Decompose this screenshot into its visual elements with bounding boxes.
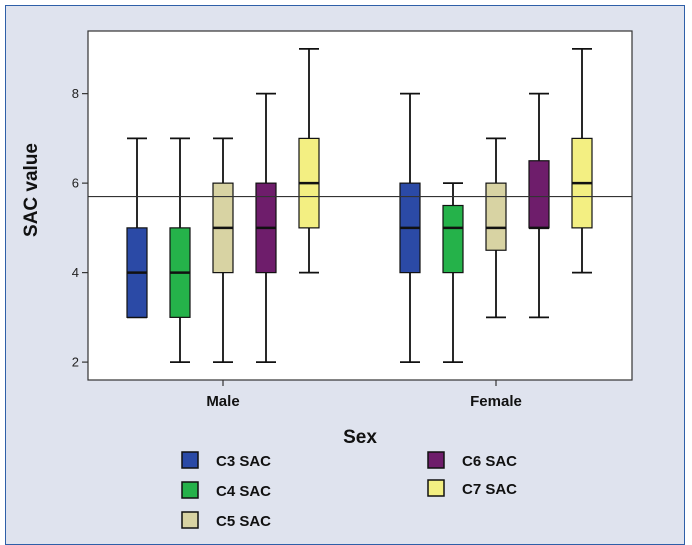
plot-area — [87, 30, 633, 381]
legend-label: C6 SAC — [462, 453, 517, 470]
legend-swatch — [181, 511, 199, 529]
box-iqr — [485, 182, 507, 251]
y-tick-label: 6 — [72, 176, 79, 191]
box-plot-chart: 2 4 6 8 Male Female SAC value Sex C3 SAC C4 S… — [21, 30, 633, 530]
box-iqr — [442, 204, 464, 274]
legend-swatch — [427, 451, 445, 469]
legend-label: C5 SAC — [216, 513, 271, 530]
y-axis: 2 4 6 8 — [72, 86, 88, 370]
y-tick-label: 4 — [72, 265, 79, 280]
legend-swatch — [181, 481, 199, 499]
legend-swatch — [181, 451, 199, 469]
y-tick-label: 2 — [72, 355, 79, 370]
x-category-label: Female — [470, 393, 522, 410]
x-category-label: Male — [206, 393, 239, 410]
box-iqr — [528, 160, 550, 229]
legend-label: C7 SAC — [462, 481, 517, 498]
box-group — [126, 47, 593, 364]
x-axis-title: Sex — [343, 427, 377, 448]
x-axis: Male Female — [206, 380, 522, 410]
legend-label: C4 SAC — [216, 483, 271, 500]
y-tick-label: 8 — [72, 86, 79, 101]
legend-swatch — [427, 479, 445, 497]
legend: C3 SAC C4 SAC C5 SAC C6 SAC C7 SAC — [181, 451, 517, 530]
y-axis-title: SAC value — [21, 143, 42, 237]
legend-label: C3 SAC — [216, 453, 271, 470]
